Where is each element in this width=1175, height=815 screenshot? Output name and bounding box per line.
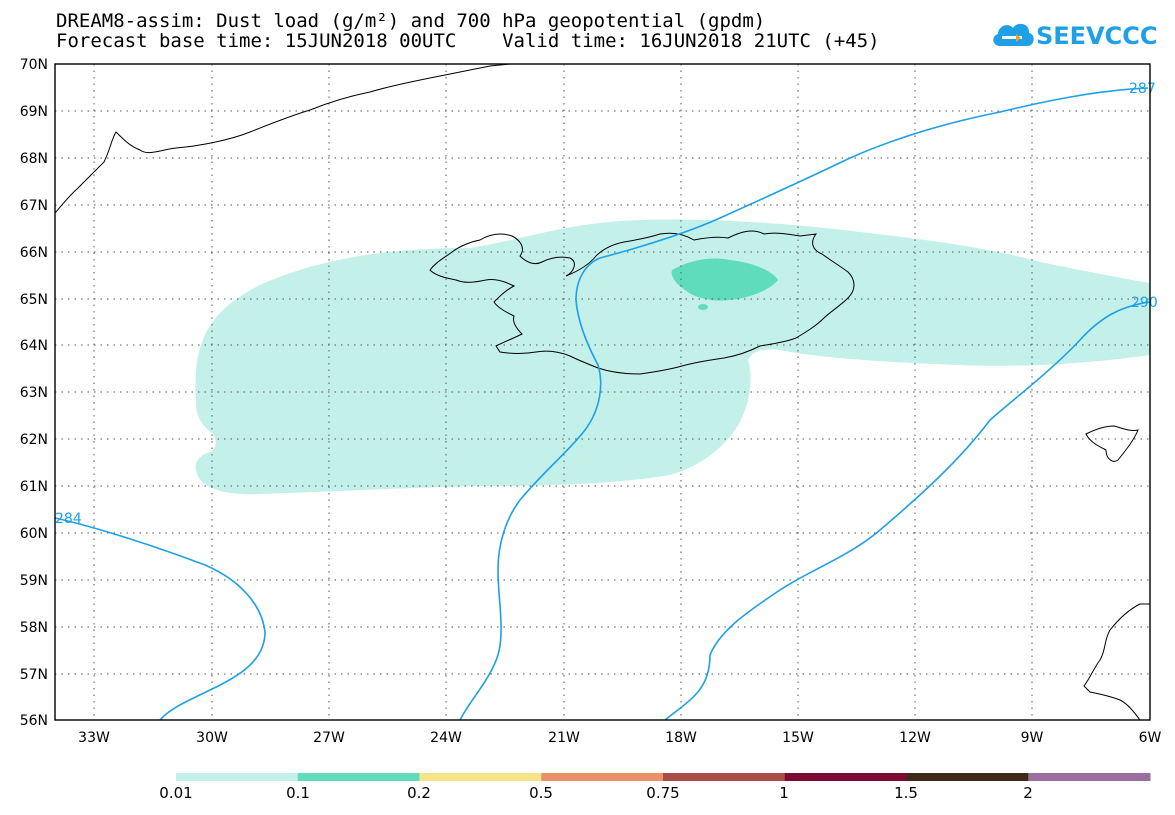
map-frame [54,63,1151,721]
lat-label: 62N [20,432,48,448]
lat-label: 67N [20,198,48,214]
lon-label: 6W [1139,730,1162,746]
lat-label: 66N [20,245,48,261]
colorbar-label: 0.75 [646,784,680,802]
seevccc-logo: SEEVCCC [990,14,1170,60]
lat-label: 59N [20,573,48,589]
lon-axis: 33W 30W 27W 24W 21W 18W 15W 12W 9W 6W [78,730,1161,746]
colorbar-segment [297,773,420,781]
contour-label-284: 284 [55,511,82,527]
lat-label: 56N [20,713,48,729]
colorbar-label: 1.5 [894,784,918,802]
iceland-coast [429,230,855,375]
map-subtitle: Forecast base time: 15JUN2018 00UTC Vali… [56,30,880,52]
logo-text: SEEVCCC [1036,22,1158,50]
dust-area-medium [671,258,778,301]
lat-label: 58N [20,620,48,636]
lat-label: 60N [20,526,48,542]
contour-287 [459,87,1149,721]
coastlines [54,63,1151,721]
lon-label: 24W [430,730,462,746]
scotland-coast [1083,603,1151,721]
colorbar-label: 2 [1023,784,1033,802]
colorbar-segment [419,773,542,781]
colorbar-segment [906,773,1029,781]
lat-label: 69N [20,104,48,120]
colorbar [176,773,1151,781]
colorbar-segment [176,773,299,781]
lat-label: 57N [20,667,48,683]
cloud-icon [993,23,1034,46]
lat-label: 63N [20,385,48,401]
colorbar-segment [1028,773,1151,781]
faroe-islands [1085,425,1139,462]
colorbar-label: 0.1 [286,784,310,802]
lon-label: 33W [78,730,110,746]
greenland-coast [54,63,511,214]
lon-label: 21W [548,730,580,746]
lon-gridlines [93,64,1033,720]
lon-label: 12W [899,730,931,746]
lat-label: 64N [20,338,48,354]
lon-label: 9W [1021,730,1044,746]
contour-284 [54,517,266,721]
colorbar-label: 0.2 [407,784,431,802]
contour-290 [664,301,1151,721]
colorbar-segment [784,773,907,781]
colorbar-segment [663,773,786,781]
geopotential-contours [54,87,1151,721]
lat-label: 65N [20,292,48,308]
lon-label: 30W [196,730,228,746]
colorbar-label: 0.5 [529,784,553,802]
dust-area-low [195,219,1150,495]
colorbar-segment [541,773,664,781]
contour-label-290: 290 [1131,295,1158,311]
lat-axis: 70N 69N 68N 67N 66N 65N 64N 63N 62N 61N … [20,57,48,729]
lat-label: 68N [20,151,48,167]
map-title: DREAM8-assim: Dust load (g/m²) and 700 h… [56,10,766,32]
colorbar-label: 1 [779,784,789,802]
lon-label: 27W [313,730,345,746]
lon-label: 18W [665,730,697,746]
lon-label: 15W [782,730,814,746]
lat-label: 61N [20,479,48,495]
contour-label-287: 287 [1129,81,1156,97]
colorbar-label: 0.01 [159,784,193,802]
lat-label: 70N [20,57,48,73]
dust-spot [698,304,708,310]
